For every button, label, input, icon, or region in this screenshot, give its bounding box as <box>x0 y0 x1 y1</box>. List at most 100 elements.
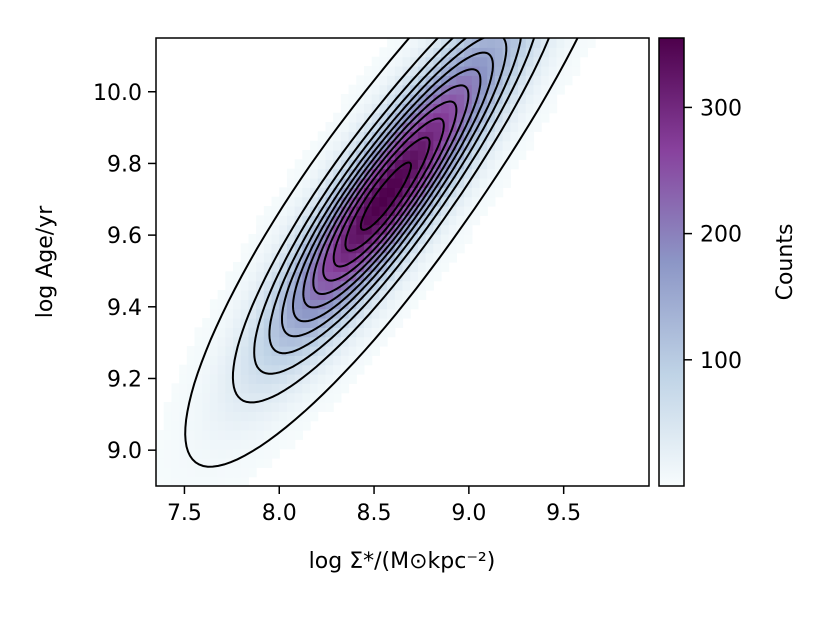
heatmap-cell <box>402 234 411 244</box>
colorbar-tick-label: 300 <box>700 96 742 121</box>
heatmap-cell <box>294 187 303 198</box>
heatmap-cell <box>302 178 311 188</box>
heatmap-cell <box>394 178 404 188</box>
heatmap-cell <box>294 402 303 412</box>
heatmap-cell <box>248 467 257 478</box>
heatmap-cell <box>279 364 288 375</box>
heatmap-cell <box>348 234 357 244</box>
heatmap-cell <box>271 411 280 422</box>
heatmap-cell <box>441 234 450 244</box>
heatmap-cell <box>179 439 188 450</box>
heatmap-cell <box>256 374 265 384</box>
heatmap-cell <box>302 150 311 160</box>
heatmap-cell <box>279 290 288 300</box>
heatmap-cell <box>340 364 350 375</box>
heatmap-cell <box>556 38 565 48</box>
heatmap-cell <box>233 308 242 319</box>
heatmap-cell <box>518 84 527 95</box>
heatmap-cell <box>379 271 388 282</box>
heatmap-cell <box>548 94 558 104</box>
heatmap-cell <box>456 178 465 188</box>
heatmap-cell <box>233 364 242 375</box>
heatmap-cell <box>356 336 365 347</box>
heatmap-cell <box>279 234 288 244</box>
heatmap-cell <box>240 308 250 319</box>
heatmap-cell <box>494 66 504 76</box>
heatmap-cell <box>317 336 327 347</box>
heatmap-cell <box>248 280 257 291</box>
heatmap-cell <box>225 364 234 375</box>
heatmap-cell <box>417 94 427 104</box>
heatmap-cell <box>525 122 535 132</box>
heatmap-cell <box>456 94 465 104</box>
heatmap-cell <box>317 187 327 198</box>
heatmap-cell <box>502 178 511 188</box>
heatmap-cell <box>518 38 527 48</box>
heatmap-cell <box>209 364 219 375</box>
heatmap-cell <box>379 84 388 95</box>
heatmap-cell <box>363 215 373 226</box>
heatmap-cell <box>286 411 296 422</box>
heatmap-cell <box>286 439 296 450</box>
heatmap-cell <box>317 262 327 272</box>
heatmap-cell <box>209 318 219 328</box>
heatmap-cell <box>425 243 434 254</box>
heatmap-cell <box>425 196 434 207</box>
heatmap-cell <box>479 140 488 151</box>
heatmap-cell <box>186 467 196 478</box>
heatmap-cell <box>271 336 280 347</box>
heatmap-cell <box>179 448 188 459</box>
heatmap-cell <box>325 346 334 356</box>
heatmap-cell <box>333 140 342 151</box>
heatmap-cell <box>286 355 296 366</box>
x-tick-label: 8.0 <box>262 501 297 526</box>
heatmap-cell <box>518 75 527 86</box>
heatmap-cell <box>310 327 319 338</box>
heatmap-cell <box>510 112 519 123</box>
heatmap-cell <box>417 234 427 244</box>
heatmap-cell <box>248 448 257 459</box>
heatmap-cell <box>518 103 527 114</box>
heatmap-cell <box>271 318 280 328</box>
heatmap-cell <box>510 150 519 160</box>
heatmap-cell <box>471 103 481 114</box>
heatmap-cell <box>233 355 242 366</box>
heatmap-cell <box>510 84 519 95</box>
heatmap-cell <box>387 122 396 132</box>
heatmap-cell <box>225 430 234 440</box>
heatmap-cell <box>479 38 488 48</box>
heatmap-cell <box>363 159 373 170</box>
heatmap-cell <box>548 38 558 48</box>
heatmap-cell <box>579 47 588 58</box>
heatmap-cell <box>310 234 319 244</box>
heatmap-cell <box>402 206 411 216</box>
heatmap-cell <box>225 280 234 291</box>
heatmap-cell <box>402 112 411 123</box>
heatmap-cell <box>371 66 380 76</box>
heatmap-cell <box>186 476 196 486</box>
heatmap-cell <box>348 178 357 188</box>
heatmap-cell <box>279 383 288 394</box>
heatmap-cell <box>363 224 373 235</box>
y-tick-label: 9.0 <box>107 439 142 464</box>
heatmap-cell <box>240 420 250 431</box>
heatmap-cell <box>348 346 357 356</box>
heatmap-cell <box>340 327 350 338</box>
heatmap-cell <box>363 346 373 356</box>
heatmap-cell <box>348 122 357 132</box>
heatmap-cell <box>502 150 511 160</box>
heatmap-cell <box>494 103 504 114</box>
heatmap-cell <box>479 196 488 207</box>
heatmap-cell <box>310 178 319 188</box>
heatmap-cell <box>363 318 373 328</box>
heatmap-cell <box>394 103 404 114</box>
heatmap-cell <box>579 38 588 48</box>
heatmap-cell <box>333 150 342 160</box>
heatmap-cell <box>233 439 242 450</box>
heatmap-cell <box>448 103 458 114</box>
heatmap-cell <box>348 84 357 95</box>
heatmap-cell <box>263 271 273 282</box>
heatmap-cell <box>248 411 257 422</box>
heatmap-cell <box>533 75 542 86</box>
heatmap-cell <box>548 75 558 86</box>
